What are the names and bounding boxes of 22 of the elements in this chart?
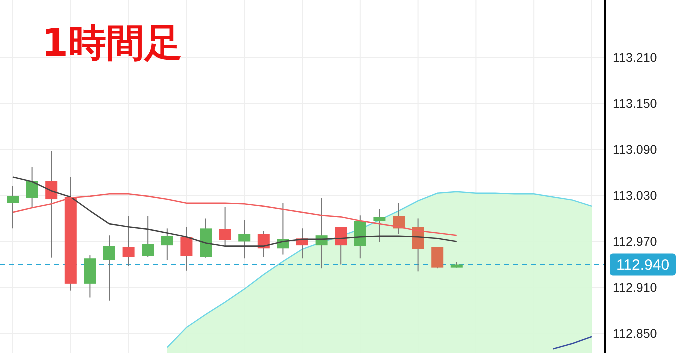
- candlestick: [219, 206, 232, 248]
- y-tick-label: 113.030: [613, 189, 658, 204]
- y-tick-label: 113.150: [613, 96, 658, 111]
- ref-line-label: 112.940: [616, 257, 670, 274]
- candlestick: [7, 186, 19, 230]
- candlestick: [26, 166, 38, 208]
- candlestick: [122, 216, 135, 267]
- candlestick: [432, 246, 444, 270]
- candlestick: [161, 228, 174, 261]
- y-tick-label: 113.210: [613, 50, 658, 65]
- candlestick: [238, 220, 251, 260]
- y-tick-label: 112.970: [613, 235, 658, 250]
- candlestick: [335, 226, 348, 266]
- y-tick-label: 113.090: [613, 143, 658, 158]
- candlestick: [374, 209, 386, 243]
- candlestick: [104, 235, 116, 302]
- candlestick: [258, 230, 270, 258]
- candlestick: [180, 226, 193, 272]
- text: 1時間足: [42, 21, 182, 65]
- y-tick-label: 112.910: [613, 281, 658, 296]
- candlestick: [142, 216, 154, 258]
- y-tick-label: 112.850: [613, 327, 658, 342]
